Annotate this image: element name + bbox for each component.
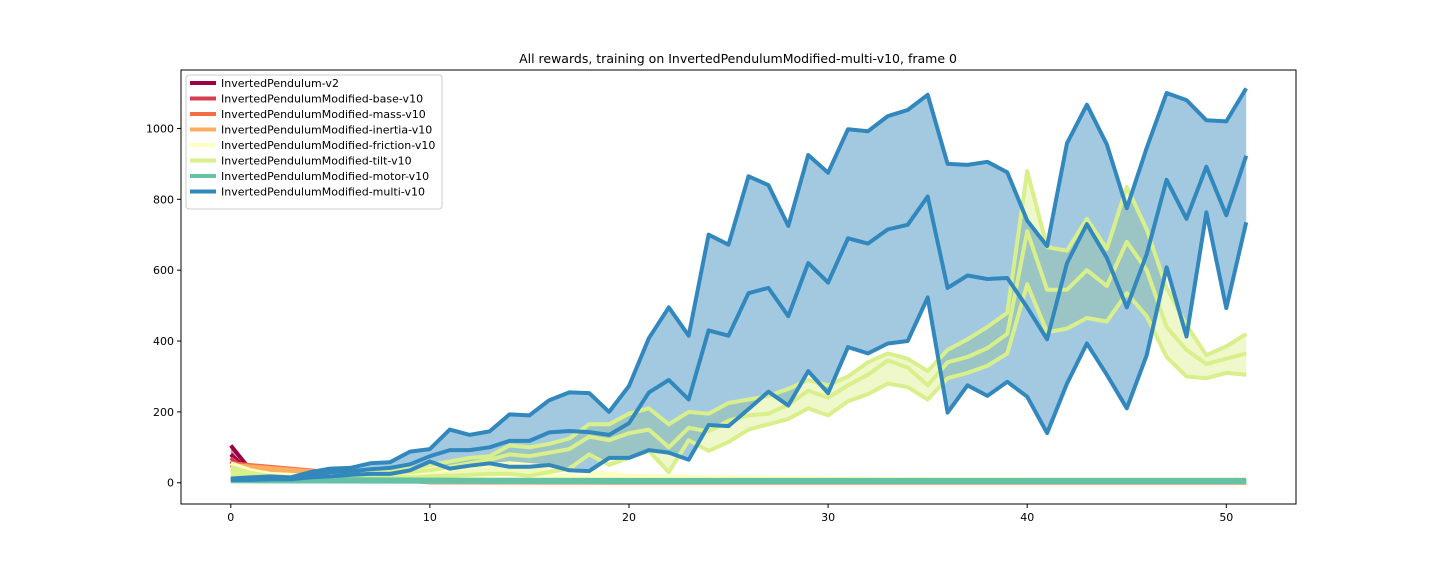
y-tick-label: 800 [153, 193, 174, 206]
y-tick-label: 200 [153, 406, 174, 419]
legend-label-0: InvertedPendulum-v2 [221, 77, 339, 90]
legend-box [185, 74, 443, 210]
x-tick-label: 40 [1020, 511, 1034, 524]
plot-frame [180, 69, 1297, 505]
legend: InvertedPendulum-v2 InvertedPendulumModif… [185, 74, 443, 210]
y-tick-label: 400 [153, 335, 174, 348]
legend-label-4: InvertedPendulumModified-friction-v10 [221, 139, 435, 152]
x-tick-label: 50 [1219, 511, 1233, 524]
series-band-7 [230, 88, 1247, 480]
y-tick-label: 1000 [146, 122, 174, 135]
chart-title: All rewards, training on InvertedPendulu… [519, 51, 957, 66]
series-line-7-mean [230, 155, 1249, 482]
legend-label-2: InvertedPendulumModified-mass-v10 [221, 108, 426, 121]
legend-label-6: InvertedPendulumModified-motor-v10 [221, 170, 429, 183]
series-line-5-upper [230, 169, 1248, 480]
series-line-7-upper [230, 87, 1248, 481]
legend-label-3: InvertedPendulumModified-inertia-v10 [221, 124, 432, 137]
x-tick-label: 10 [423, 511, 437, 524]
legend-label-1: InvertedPendulumModified-base-v10 [221, 93, 423, 106]
legend-label-5: InvertedPendulumModified-tilt-v10 [221, 155, 412, 168]
x-tick-label: 30 [821, 511, 835, 524]
x-tick-label: 20 [622, 511, 636, 524]
legend-label-7: InvertedPendulumModified-multi-v10 [221, 186, 425, 199]
y-axis: 0 200 400 600 800 1000 [146, 122, 181, 490]
x-axis: 0 10 20 30 40 50 [227, 504, 1233, 524]
x-tick-label: 0 [227, 511, 234, 524]
series-line-6-lower [230, 479, 1247, 484]
y-tick-label: 600 [153, 264, 174, 277]
series-line-7-lower [230, 210, 1249, 482]
series-band-4 [230, 463, 1247, 482]
series-lines [229, 87, 1249, 485]
y-tick-label: 0 [167, 477, 174, 490]
